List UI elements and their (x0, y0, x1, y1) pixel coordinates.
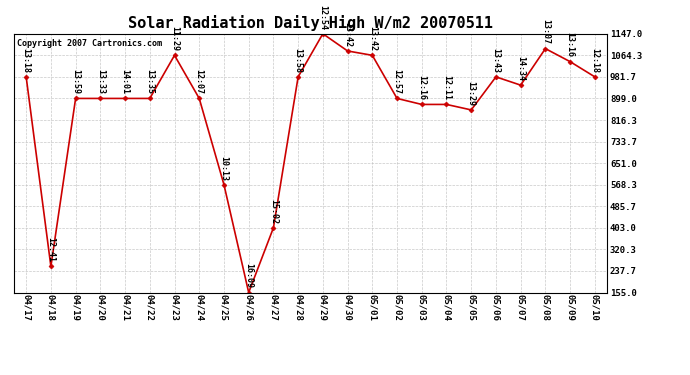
Text: 13:35: 13:35 (146, 69, 155, 94)
Text: 13:16: 13:16 (566, 33, 575, 57)
Text: 13:58: 13:58 (294, 48, 303, 73)
Text: 13:18: 13:18 (21, 48, 30, 73)
Text: 14:34: 14:34 (516, 56, 525, 81)
Text: 12:18: 12:18 (591, 48, 600, 73)
Text: 13:07: 13:07 (541, 20, 550, 45)
Text: 11:29: 11:29 (170, 26, 179, 51)
Text: 13:42: 13:42 (368, 26, 377, 51)
Title: Solar Radiation Daily High W/m2 20070511: Solar Radiation Daily High W/m2 20070511 (128, 15, 493, 31)
Text: 13:42: 13:42 (343, 22, 352, 47)
Text: 12:11: 12:11 (442, 75, 451, 100)
Text: 15:02: 15:02 (269, 199, 278, 223)
Text: 12:41: 12:41 (46, 237, 55, 262)
Text: Copyright 2007 Cartronics.com: Copyright 2007 Cartronics.com (17, 39, 161, 48)
Text: 12:16: 12:16 (417, 75, 426, 100)
Text: 13:43: 13:43 (491, 48, 500, 73)
Text: 10:13: 10:13 (219, 156, 228, 180)
Text: 12:54: 12:54 (318, 4, 327, 30)
Text: 12:07: 12:07 (195, 69, 204, 94)
Text: 14:01: 14:01 (121, 69, 130, 94)
Text: 16:09: 16:09 (244, 263, 253, 288)
Text: 12:57: 12:57 (393, 69, 402, 94)
Text: 13:33: 13:33 (96, 69, 105, 94)
Text: 13:29: 13:29 (466, 81, 475, 106)
Text: 13:59: 13:59 (71, 69, 80, 94)
